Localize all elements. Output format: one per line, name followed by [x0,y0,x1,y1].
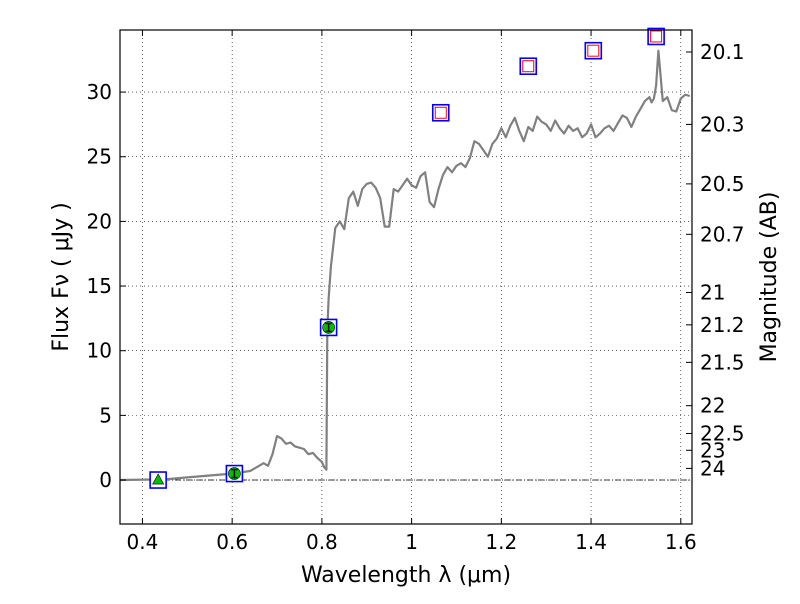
plot-frame [119,29,693,525]
y2-tick-label: 21 [700,281,725,305]
upper-limit-marker [650,30,663,43]
y-tick-label: 30 [87,80,112,104]
y-tick-label: 25 [87,145,112,169]
x-tick-label: 1.6 [665,530,697,554]
y2-axis-label: Magnitude (AB) [757,192,782,363]
upper-limit-marker [587,44,600,57]
x-axis-label: Wavelength λ (μm) [301,563,511,588]
model-spectrum-line [119,49,691,482]
x-tick-label: 0.8 [306,530,338,554]
y2-tick-label: 23 [700,438,725,462]
y2-tick-label: 24 [700,456,725,480]
y2-tick-label: 20.5 [700,172,745,196]
y2-tick-label: 20.3 [700,112,745,136]
y-tick-label: 10 [87,339,112,363]
y-ticks-layer: 0 5 10 15 20 25 30 [87,80,126,492]
spectrum-layer [119,49,691,482]
x-tick-label: 0.4 [127,530,159,554]
x-tick-label: 1.4 [575,530,607,554]
points-layer [149,27,665,489]
y-axis-label: Flux Fν ( μJy ) [49,202,74,351]
x-tick-label: 0.6 [216,530,248,554]
x-tick-label: 1.2 [485,530,517,554]
upper-limit-marker [434,106,447,119]
y-tick-label: 20 [87,209,112,233]
y-tick-label: 5 [99,403,112,427]
upper-limit-marker [522,60,535,73]
grid-layer [120,30,692,524]
x-tick-label: 1 [405,530,418,554]
y2-tick-label: 20.1 [700,40,745,64]
y-tick-label: 0 [99,468,112,492]
y2-tick-label: 22 [700,394,725,418]
y2-tick-label: 20.7 [700,222,745,246]
x-ticks-layer: 0.4 0.6 0.8 1 1.2 1.4 1.6 [127,30,697,554]
y2-tick-label: 21.2 [700,313,745,337]
y-tick-label: 15 [87,274,112,298]
y2-tick-label: 21.5 [700,350,745,374]
observed-triangle-marker [152,473,165,485]
y2-tick-label: 22.5 [700,421,745,445]
